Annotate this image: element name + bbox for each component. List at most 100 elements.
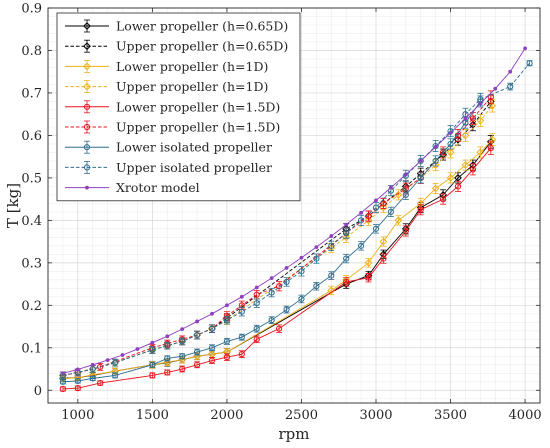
y-tick-label: 0.8 [21, 44, 42, 59]
data-point [105, 358, 110, 363]
data-point [75, 367, 80, 372]
data-point [275, 325, 283, 332]
data-point [380, 200, 387, 207]
data-point [343, 255, 350, 262]
data-point [179, 365, 186, 373]
data-point [431, 161, 440, 170]
y-tick-label: 0.2 [21, 299, 42, 314]
data-point [394, 216, 403, 225]
data-point [74, 377, 81, 385]
x-tick-label: 3500 [434, 408, 467, 423]
data-point [402, 227, 409, 235]
legend-marker [85, 185, 89, 190]
data-point [389, 185, 393, 190]
data-point [417, 206, 424, 213]
data-point [463, 116, 468, 121]
data-point [403, 172, 408, 177]
series-upper-isolated-propeller [59, 60, 533, 380]
data-point [208, 325, 216, 332]
data-point [149, 346, 156, 354]
legend-label: Upper propeller (h=1.5D) [116, 120, 280, 135]
y-tick-label: 0.6 [21, 129, 42, 144]
data-point [111, 372, 119, 379]
data-point [268, 289, 275, 296]
data-point [394, 190, 403, 199]
x-tick-label: 2500 [285, 408, 318, 423]
data-point [432, 157, 439, 165]
data-point [343, 230, 350, 237]
legend-marker [83, 82, 91, 91]
data-point [439, 196, 447, 203]
legend-label: Upper isolated propeller [116, 160, 272, 175]
data-point [164, 369, 171, 376]
data-point [208, 357, 216, 364]
data-point [488, 101, 497, 110]
data-point [253, 325, 260, 332]
data-point [508, 69, 513, 74]
data-point [89, 375, 96, 382]
data-point [180, 327, 185, 331]
data-point [357, 242, 365, 249]
series-line [62, 48, 526, 374]
data-point [193, 348, 201, 356]
data-point [418, 159, 423, 163]
x-tick-label: 1000 [61, 408, 94, 423]
legend-label: Upper propeller (h=0.65D) [116, 39, 288, 54]
data-point [448, 130, 453, 135]
data-point [454, 135, 462, 144]
data-point [210, 311, 214, 316]
legend-label: Xrotor model [116, 180, 200, 195]
data-point [461, 161, 470, 170]
data-point [364, 258, 373, 267]
data-point [90, 362, 95, 367]
y-tick-label: 0.3 [21, 256, 42, 271]
data-point [223, 317, 231, 324]
data-point [372, 225, 380, 232]
series-line [62, 62, 530, 376]
data-point [239, 294, 244, 299]
data-point [364, 216, 373, 225]
legend-label: Lower propeller (h=1D) [116, 59, 268, 74]
data-point [268, 317, 275, 324]
data-point [164, 355, 171, 362]
data-point [59, 385, 67, 393]
legend-marker [83, 164, 91, 171]
data-point [476, 116, 485, 125]
data-point [208, 344, 216, 351]
legend-marker [83, 103, 91, 110]
data-point [135, 347, 140, 351]
y-tick-label: 0 [34, 384, 42, 399]
data-point [417, 157, 424, 165]
x-axis-label: rpm [279, 425, 310, 443]
data-point [223, 354, 231, 361]
series-lower-propeller-h-1-5d [59, 141, 494, 393]
data-point [469, 115, 477, 122]
data-point [372, 204, 380, 211]
data-point [374, 198, 378, 203]
legend-marker [83, 62, 91, 71]
data-point [97, 363, 104, 370]
data-point [238, 334, 245, 341]
data-point [329, 234, 334, 238]
data-point [523, 46, 527, 51]
data-point [283, 278, 290, 286]
data-point [97, 379, 104, 387]
data-point [298, 295, 305, 303]
data-point [365, 274, 372, 281]
legend-label: Lower propeller (h=0.65D) [116, 19, 288, 34]
data-point [379, 237, 388, 246]
y-axis-label: T [kg] [4, 183, 22, 228]
data-point [343, 278, 350, 286]
data-point [344, 222, 349, 227]
data-point [328, 272, 335, 279]
data-point [299, 255, 304, 260]
data-point [238, 308, 245, 315]
data-point [488, 135, 497, 144]
legend-label: Lower propeller (h=1.5D) [116, 99, 280, 114]
data-point [61, 371, 65, 376]
data-point [454, 183, 462, 190]
legend-label: Upper propeller (h=1D) [116, 79, 268, 94]
data-point [526, 60, 533, 67]
